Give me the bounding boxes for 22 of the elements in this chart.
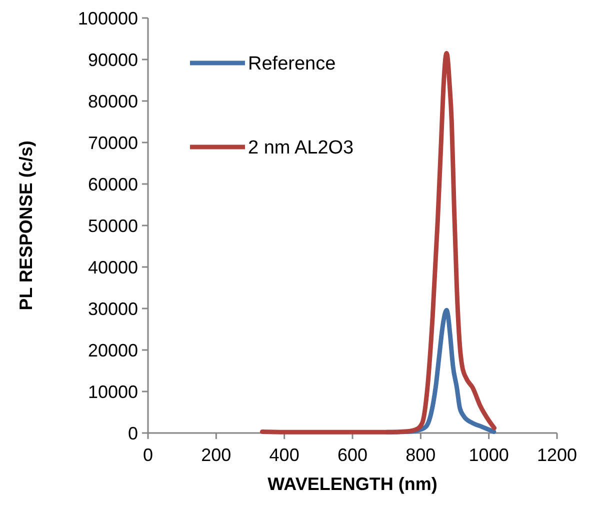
- x-tick-label: 400: [269, 445, 300, 465]
- y-tick-label: 10000: [88, 382, 138, 402]
- x-tick-label: 1000: [468, 445, 509, 465]
- y-tick-label: 20000: [88, 340, 138, 360]
- legend-label: Reference: [248, 54, 336, 75]
- y-tick-label: 30000: [88, 298, 138, 319]
- x-tick-label: 200: [201, 445, 232, 465]
- x-tick-label: 0: [142, 445, 154, 465]
- x-tick-label: 1200: [536, 445, 578, 465]
- y-tick-label: 40000: [88, 257, 138, 278]
- x-axis-title: WAVELENGTH (nm): [268, 474, 438, 494]
- x-tick-label: 800: [406, 445, 436, 465]
- y-tick-label: 80000: [88, 91, 138, 112]
- y-axis-title: PL RESPONSE (c/s): [16, 140, 36, 310]
- y-tick-label: 90000: [88, 50, 138, 70]
- y-tick-label: 100000: [78, 8, 138, 28]
- y-tick-label: 70000: [88, 132, 138, 153]
- y-tick-label: 0: [128, 423, 138, 444]
- legend-label: 2 nm AL2O3: [248, 138, 354, 159]
- y-tick-label: 60000: [88, 174, 138, 194]
- y-tick-label: 50000: [88, 216, 138, 236]
- x-tick-label: 600: [337, 445, 368, 465]
